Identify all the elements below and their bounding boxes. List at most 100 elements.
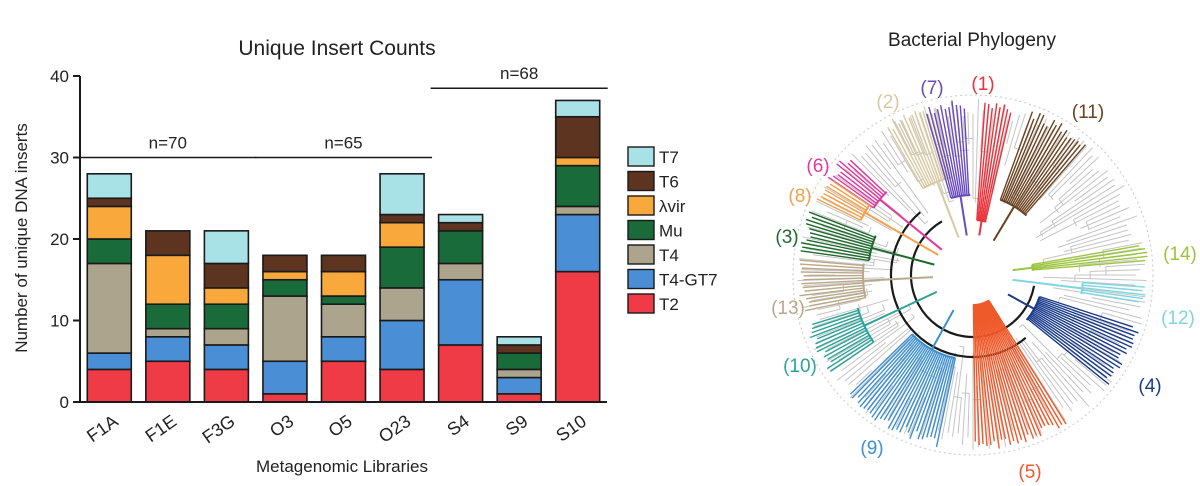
clade-leaf-(4) [1033,309,1119,359]
bar-segment-S9-T7 [496,335,542,346]
clade-label: (2) [876,92,899,113]
clade-leaf-(3) [800,250,870,262]
y-tick-label: 30 [50,149,69,168]
bar-segment-F3G-Mu [203,303,250,330]
clade-leaf-(13) [803,277,864,281]
tree-leaf-branch [1044,351,1084,393]
bar-segment-S10-T4 [554,205,601,216]
tree-leaf-branch [844,328,909,382]
clade-leaf-(5) [976,304,995,442]
x-tick-label: F1E [142,411,181,446]
phylogeny-title: Bacterial Phylogeny [888,30,1056,51]
clade-leaf-(6) [838,160,883,198]
bar-segment-F1E-λvir [145,254,191,306]
clade-leaf-(9) [849,333,913,395]
clade-leaf-(12) [1082,284,1143,292]
clade-leaf-(5) [982,303,1029,435]
bar-segment-F1E-T4-GT7 [145,335,191,363]
tree-internal-arc [942,154,951,158]
clade-leaf-(9) [859,339,919,408]
bar-segment-F1E-T4 [145,327,191,338]
tree-leaf-branch [848,328,913,385]
bar-segment-O3-T4-GT7 [262,360,308,395]
x-tick-label: O23 [375,411,414,447]
clade-leaf-(5) [974,304,988,447]
tree-leaf-branch [1074,359,1107,386]
bar-segment-S10-λvir [554,156,601,167]
bar-segment-O5-T6 [320,254,367,273]
clade-leaf-(5) [987,300,1060,429]
clade-leaf-(4) [1039,295,1134,328]
tree-leaf-branch [865,145,925,217]
clade-leaf-(9) [895,350,936,430]
tree-backbone [909,220,1036,339]
bar-segment-O3-Mu [262,278,308,297]
bar-segment-S10-T6 [554,115,601,159]
tree-leaf-branch [980,357,990,449]
tree-leaf-branch [1003,124,1039,205]
clade-leaf-(4) [1027,318,1110,385]
tree-leaf-branch [962,115,965,139]
clade-leaf-(9) [921,355,949,440]
clade-leaf-(9) [857,336,916,398]
bar-segment-O3-T2 [262,393,308,403]
clade-leaf-(3) [811,216,875,241]
clade-leaf-(12) [1081,289,1144,300]
tree-leaf-branch [1070,341,1106,366]
clade-leaf-(11) [1019,137,1072,211]
legend-swatch-T7 [627,146,655,167]
clade-leaf-(6) [836,163,881,200]
clade-leaf-(10) [816,327,866,353]
legend-swatch-Mu [627,219,655,241]
clade-leaf-(10) [815,322,864,345]
clade-leaf-(1) [981,107,1001,221]
x-tick-label: S10 [552,411,590,446]
bar-segment-F3G-T4-GT7 [203,344,250,371]
tree-leaf-branch [1038,145,1088,201]
clade-leaf-(11) [1012,122,1063,207]
legend-label: T2 [659,295,679,314]
tree-leaf-branch [1030,398,1044,425]
clade-leaf-(2) [891,118,928,187]
clade-leaf-(7) [951,100,965,196]
clade-arc-(11) [1000,198,1028,217]
clade-leaf-(14) [1032,251,1148,268]
clade-label: (12) [1161,308,1195,329]
tree-leaf-branch [822,198,852,214]
clade-leaf-(11) [1008,125,1048,204]
clade-arc-(5) [972,299,990,306]
tree-leaf-branch [811,290,844,296]
clade-leaf-(11) [1023,144,1081,214]
clade-leaf-(4) [1030,314,1114,374]
bar-segment-F3G-λvir [203,287,250,305]
clade-arc-(10) [856,307,875,343]
tree-leaf-branch [811,210,869,235]
clade-leaf-(12) [1082,286,1146,296]
clade-stem-(7) [959,195,968,236]
clade-leaf-(4) [1036,303,1133,349]
tree-leaf-branch [1031,341,1090,407]
bar-segment-F3G-T6 [203,262,250,289]
clade-arc-(1) [976,219,987,223]
tree-leaf-branch [909,115,926,156]
clade-leaf-(7) [933,112,956,198]
tree-internal-arc [924,220,929,225]
bar-segment-F1E-T6 [145,230,191,257]
clade-leaf-(10) [824,329,867,353]
clade-leaf-(8) [816,198,861,221]
tree-leaf-branch [881,130,909,173]
tree-internal-arc [1048,194,1054,200]
stacked-bar-chart: Unique Insert Counts Number of unique DN… [12,37,718,476]
bar-segment-O23-T4-GT7 [379,319,425,371]
clade-leaf-(4) [1037,301,1134,345]
tree-leaf-branch [1102,312,1142,325]
clade-leaf-(7) [928,106,954,198]
tree-leaf-branch [1072,310,1130,332]
tree-leaf-branch [1059,296,1142,319]
clade-arc-(3) [868,235,877,261]
clade-leaf-(9) [935,357,957,448]
clade-leaf-(10) [826,339,873,370]
tree-leaf-branch [950,101,957,143]
tree-leaf-branch [980,109,984,152]
bar-segment-F1A-λvir [86,205,133,240]
